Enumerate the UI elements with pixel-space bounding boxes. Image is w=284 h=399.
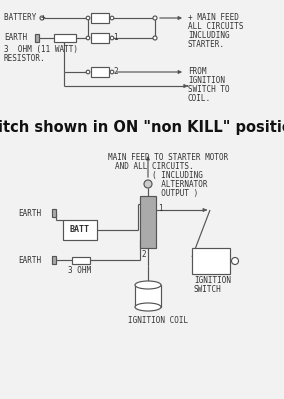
Text: 2: 2 (141, 250, 146, 259)
Circle shape (110, 70, 114, 74)
Text: MAIN FEED TO STARTER MOTOR: MAIN FEED TO STARTER MOTOR (108, 153, 228, 162)
Text: SWITCH: SWITCH (194, 285, 222, 294)
Text: STARTER.: STARTER. (188, 40, 225, 49)
Circle shape (144, 180, 152, 188)
Ellipse shape (135, 281, 161, 289)
Text: SWITCH TO: SWITCH TO (188, 85, 230, 94)
Text: EARTH: EARTH (4, 33, 27, 42)
Circle shape (40, 16, 44, 20)
Text: 1: 1 (113, 33, 118, 42)
Text: AND ALL CIRCUITS.: AND ALL CIRCUITS. (115, 162, 194, 171)
Circle shape (110, 36, 114, 40)
Text: + MAIN FEED: + MAIN FEED (188, 13, 239, 22)
Circle shape (86, 16, 90, 20)
Text: RESISTOR.: RESISTOR. (4, 54, 46, 63)
Text: EARTH: EARTH (18, 256, 41, 265)
Text: BATTERY +: BATTERY + (4, 13, 46, 22)
Bar (91, 33, 109, 43)
Circle shape (153, 16, 157, 20)
Bar (135, 285, 161, 307)
Text: IGNITION: IGNITION (194, 276, 231, 285)
Text: 3 OHM: 3 OHM (68, 266, 91, 275)
Text: Switch shown in ON "non KILL" position!: Switch shown in ON "non KILL" position! (0, 120, 284, 135)
Bar (72, 257, 90, 263)
Text: IGNITION COIL: IGNITION COIL (128, 316, 188, 325)
Bar (52, 209, 56, 217)
Bar (52, 256, 56, 264)
Bar (192, 248, 230, 274)
Text: INCLUDING: INCLUDING (188, 31, 230, 40)
Circle shape (153, 36, 157, 40)
Text: 3  OHM (11 WATT): 3 OHM (11 WATT) (4, 45, 78, 54)
Text: IGNITION: IGNITION (188, 76, 225, 85)
Ellipse shape (135, 303, 161, 311)
Text: EARTH: EARTH (18, 209, 41, 218)
Bar (91, 67, 109, 77)
Circle shape (110, 16, 114, 20)
Text: ALTERNATOR: ALTERNATOR (152, 180, 208, 189)
Text: OUTPUT ): OUTPUT ) (152, 189, 198, 198)
Circle shape (231, 257, 239, 265)
Text: 1: 1 (158, 204, 163, 213)
Text: ( INCLUDING: ( INCLUDING (152, 171, 203, 180)
Circle shape (86, 36, 90, 40)
Text: FROM: FROM (188, 67, 206, 76)
Text: COIL.: COIL. (188, 94, 211, 103)
Text: BATT: BATT (69, 225, 89, 234)
Bar (140, 196, 156, 248)
Bar (35, 34, 39, 42)
Text: ALL CIRCUITS: ALL CIRCUITS (188, 22, 243, 31)
Circle shape (86, 70, 90, 74)
Bar (54, 34, 76, 42)
Text: 2: 2 (113, 67, 118, 76)
Bar (63, 220, 97, 240)
Bar (91, 13, 109, 23)
